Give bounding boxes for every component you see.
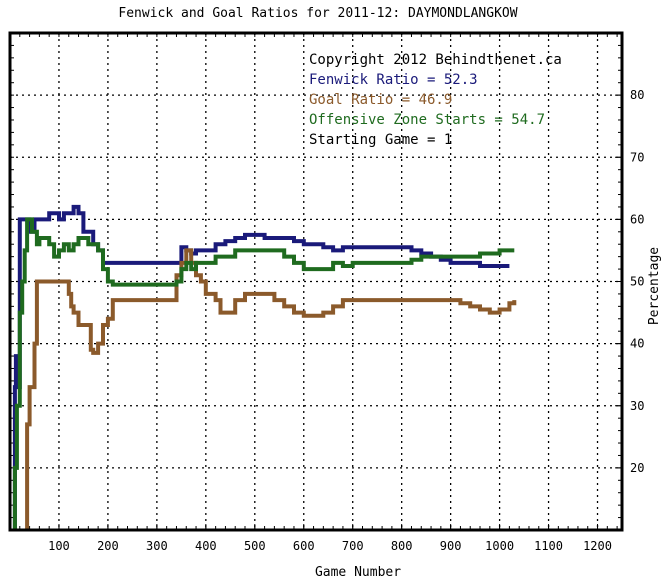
grid	[10, 33, 622, 530]
series-line-3	[12, 217, 515, 530]
x-tick-label: 1200	[583, 539, 612, 553]
x-tick-label: 700	[342, 539, 364, 553]
x-tick-label: 900	[440, 539, 462, 553]
annotation-line: Starting Game = 1	[309, 132, 452, 148]
axis-ticks: 100 200 300 400 500 600 700 800 900 1000 1100 1200 2…	[9, 32, 644, 553]
y-tick-label: 60	[630, 212, 644, 226]
y-tick-label: 80	[630, 88, 644, 102]
y-tick-label: 20	[630, 461, 644, 475]
x-tick-label: 1100	[534, 539, 563, 553]
x-tick-label: 500	[244, 539, 266, 553]
chart-title: Fenwick and Goal Ratios for 2011-12: DAY…	[118, 6, 517, 21]
annotation-line: Fenwick Ratio = 52.3	[309, 72, 478, 88]
series-line-2	[25, 248, 517, 530]
y-tick-label: 70	[630, 150, 644, 164]
x-tick-label: 800	[391, 539, 413, 553]
annotation-line: Goal Ratio = 46.9	[309, 92, 452, 108]
y-tick-label: 40	[630, 337, 644, 351]
y-tick-label: 30	[630, 399, 644, 413]
plot-frame	[8, 31, 624, 532]
x-tick-label: 100	[48, 539, 70, 553]
series-layer	[12, 204, 517, 530]
y-tick-label: 50	[630, 275, 644, 289]
x-tick-label: 200	[97, 539, 119, 553]
x-axis-label: Game Number	[315, 565, 401, 580]
annotation-line: Offensive Zone Starts = 54.7	[309, 112, 545, 128]
y-axis-label: Percentage	[647, 247, 662, 325]
annotation-block: Copyright 2012 Behindthenet.ca Fenwick Ra…	[309, 52, 562, 148]
x-tick-label: 600	[293, 539, 315, 553]
x-tick-label: 400	[195, 539, 217, 553]
annotation-line: Copyright 2012 Behindthenet.ca	[309, 52, 562, 68]
x-tick-label: 300	[146, 539, 168, 553]
x-tick-label: 1000	[485, 539, 514, 553]
